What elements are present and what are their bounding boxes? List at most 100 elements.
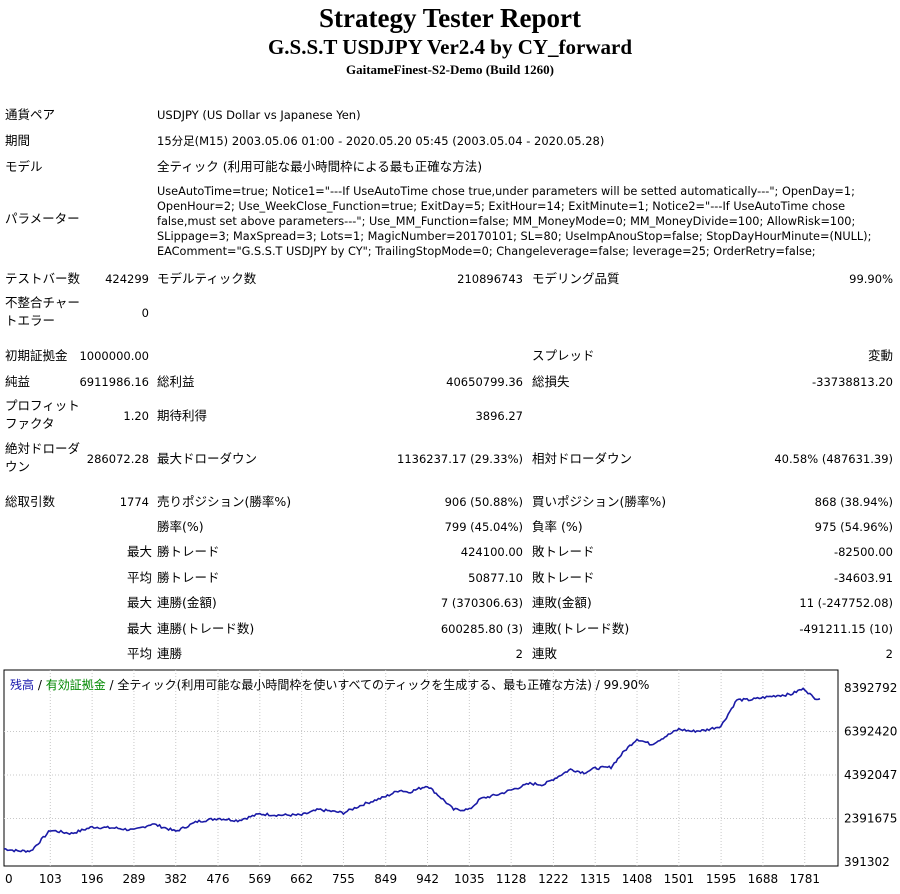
chart-legend: 残高 / 有効証拠金 / 全ティック(利用可能な最小時間枠を使いすべてのティック… [10, 676, 649, 693]
x-tick-label: 289 [122, 872, 145, 886]
y-tick-label: 2391675 [844, 812, 897, 826]
x-tick-label: 1315 [580, 872, 611, 886]
y-tick-label: 6392420 [844, 725, 897, 739]
consec-losses-amount-label: 連敗(金額) [532, 595, 592, 610]
avg-loss-value: -34603.91 [833, 571, 893, 585]
legend-separator: / [105, 678, 118, 692]
max-drawdown-value: 1136237.17 (29.33%) [397, 452, 523, 466]
spread-value: 変動 [867, 348, 893, 363]
deposit-value: 1000000.00 [79, 349, 149, 363]
params-label: パラメーター [5, 211, 80, 226]
x-tick-label: 1595 [706, 872, 737, 886]
balance-chart: 8392792 6392420 4392047 2391675 391302 0 103 19… [0, 668, 900, 890]
win-rate-label: 勝率(%) [157, 519, 204, 534]
y-tick-label: 8392792 [844, 681, 897, 695]
ticks-label: モデルティック数 [157, 271, 257, 286]
avg-consec-losses-value: 2 [885, 647, 893, 661]
avg-consec-wins-label: 連勝 [157, 646, 183, 661]
legend-equity: 有効証拠金 [45, 678, 106, 692]
loss-rate-label: 負率 (%) [532, 519, 583, 534]
largest-loss-label: 敗トレード [532, 544, 595, 559]
x-tick-label: 1408 [622, 872, 653, 886]
net-profit-label: 純益 [5, 374, 31, 389]
long-positions-label: 買いポジション(勝率%) [532, 494, 667, 509]
x-tick-label: 0 [5, 872, 13, 886]
report-subtitle: G.S.S.T USDJPY Ver2.4 by CY_forward [267, 35, 633, 59]
max-prefix: 最大 [127, 621, 153, 636]
avg-win-label: 勝トレード [157, 570, 220, 585]
largest-win-value: 424100.00 [460, 545, 523, 559]
net-profit-value: 6911986.16 [79, 375, 149, 389]
x-tick-label: 476 [207, 872, 230, 886]
x-tick-label: 196 [81, 872, 104, 886]
profit-factor-label-line2: ファクタ [5, 416, 55, 431]
x-tick-label: 755 [332, 872, 355, 886]
x-tick-label: 1222 [538, 872, 569, 886]
max-drawdown-label: 最大ドローダウン [157, 451, 258, 466]
largest-loss-value: -82500.00 [833, 545, 893, 559]
avg-loss-label: 敗トレード [532, 570, 595, 585]
mismatch-label-line2: トエラー [5, 313, 56, 328]
gross-profit-value: 40650799.36 [446, 375, 523, 389]
symbol-value: USDJPY (US Dollar vs Japanese Yen) [157, 108, 361, 122]
profit-factor-label-line1: プロフィット [5, 398, 80, 413]
mismatch-label-line1: 不整合チャー [5, 295, 80, 310]
model-value: 全ティック (利用可能な最小時間枠による最も正確な方法) [157, 159, 483, 174]
model-label: モデル [5, 159, 43, 174]
mismatch-value: 0 [141, 306, 149, 320]
consec-loss-value: -491211.15 (10) [799, 622, 893, 636]
expected-payoff-value: 3896.27 [475, 409, 523, 423]
win-rate-value: 799 (45.04%) [444, 520, 523, 534]
consec-wins-amount-label: 連勝(金額) [157, 595, 217, 610]
consec-wins-amount-value: 7 (370306.63) [440, 596, 523, 610]
spread-label: スプレッド [532, 348, 595, 363]
average-prefix: 平均 [127, 570, 153, 585]
consec-losses-amount-value: 11 (-247752.08) [799, 596, 893, 610]
avg-consec-wins-value: 2 [515, 647, 523, 661]
average-prefix: 平均 [127, 646, 153, 661]
bars-value: 424299 [105, 272, 149, 286]
legend-separator: / [34, 678, 46, 692]
total-trades-value: 1774 [119, 495, 149, 509]
y-tick-label: 391302 [844, 855, 890, 869]
x-tick-label: 662 [290, 872, 313, 886]
x-tick-label: 1128 [496, 872, 527, 886]
gross-profit-label: 総利益 [157, 374, 195, 389]
x-tick-label: 103 [39, 872, 62, 886]
abs-drawdown-label-line1: 絶対ドローダ [5, 441, 81, 456]
abs-drawdown-label-line2: ウン [5, 459, 31, 474]
x-tick-label: 849 [374, 872, 397, 886]
quality-label: モデリング品質 [532, 271, 620, 286]
bars-label: テストバー数 [5, 271, 81, 286]
largest-prefix: 最大 [127, 544, 153, 559]
short-positions-value: 906 (50.88%) [444, 495, 523, 509]
avg-win-value: 50877.10 [468, 571, 523, 585]
avg-consec-losses-label: 連敗 [532, 646, 558, 661]
report-title: Strategy Tester Report [319, 3, 581, 33]
y-tick-label: 4392047 [844, 768, 897, 782]
x-tick-label: 1501 [664, 872, 695, 886]
loss-rate-value: 975 (54.96%) [814, 520, 893, 534]
gross-loss-label: 総損失 [532, 374, 570, 389]
balance-chart-svg: 8392792 6392420 4392047 2391675 391302 0 103 19… [3, 669, 897, 886]
legend-balance: 残高 [10, 678, 35, 692]
x-tick-label: 1781 [789, 872, 820, 886]
x-tick-label: 569 [248, 872, 271, 886]
x-tick-label: 942 [416, 872, 439, 886]
quality-value: 99.90% [849, 272, 893, 286]
params-value: UseAutoTime=true; Notice1="---If UseAuto… [157, 185, 872, 258]
period-label: 期間 [5, 133, 31, 148]
max-prefix: 最大 [127, 595, 153, 610]
gross-loss-value: -33738813.20 [812, 375, 893, 389]
period-value: 15分足(M15) 2003.05.06 01:00 - 2020.05.20 … [157, 134, 605, 148]
consec-loss-label: 連敗(トレード数) [532, 621, 630, 636]
deposit-label: 初期証拠金 [5, 348, 68, 363]
expected-payoff-label: 期待利得 [157, 408, 208, 423]
x-tick-label: 1035 [454, 872, 485, 886]
total-trades-label: 総取引数 [5, 494, 56, 509]
consec-profit-label: 連勝(トレード数) [157, 621, 255, 636]
legend-description: 全ティック(利用可能な最小時間枠を使いすべてのティックを生成する、最も正確な方法… [117, 678, 650, 692]
consec-profit-value: 600285.80 (3) [440, 622, 523, 636]
x-tick-label: 1688 [748, 872, 779, 886]
profit-factor-value: 1.20 [123, 409, 149, 423]
